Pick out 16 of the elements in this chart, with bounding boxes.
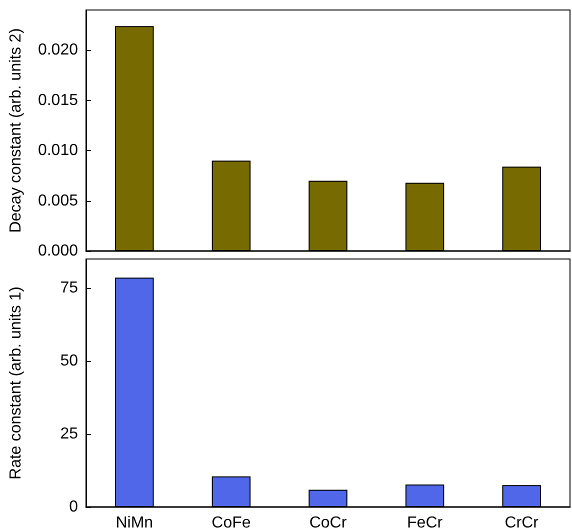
y-tick-label: 25 bbox=[60, 426, 78, 443]
x-tick-label: CrCr bbox=[504, 514, 540, 532]
y-tick-label: 0.010 bbox=[38, 142, 78, 160]
x-tick-label: CoCr bbox=[309, 514, 348, 532]
y-tick-label: 0.005 bbox=[38, 192, 78, 210]
y-tick-label: 0 bbox=[69, 498, 78, 516]
y-axis-title: Decay constant (arb. units 2) bbox=[8, 28, 24, 233]
x-tick-label: CoFe bbox=[212, 514, 251, 532]
y-tick-label: 75 bbox=[60, 280, 78, 297]
y-tick-label: 0.000 bbox=[38, 242, 78, 260]
y-tick-label: 0.020 bbox=[38, 42, 78, 59]
x-tick-label: FeCr bbox=[407, 514, 444, 532]
y-axis-title: Rate constant (arb. units 1) bbox=[8, 286, 24, 480]
y-tick-label: 50 bbox=[60, 352, 78, 370]
y-tick-label: 0.015 bbox=[38, 92, 78, 109]
x-tick-label: NiMn bbox=[116, 514, 154, 532]
